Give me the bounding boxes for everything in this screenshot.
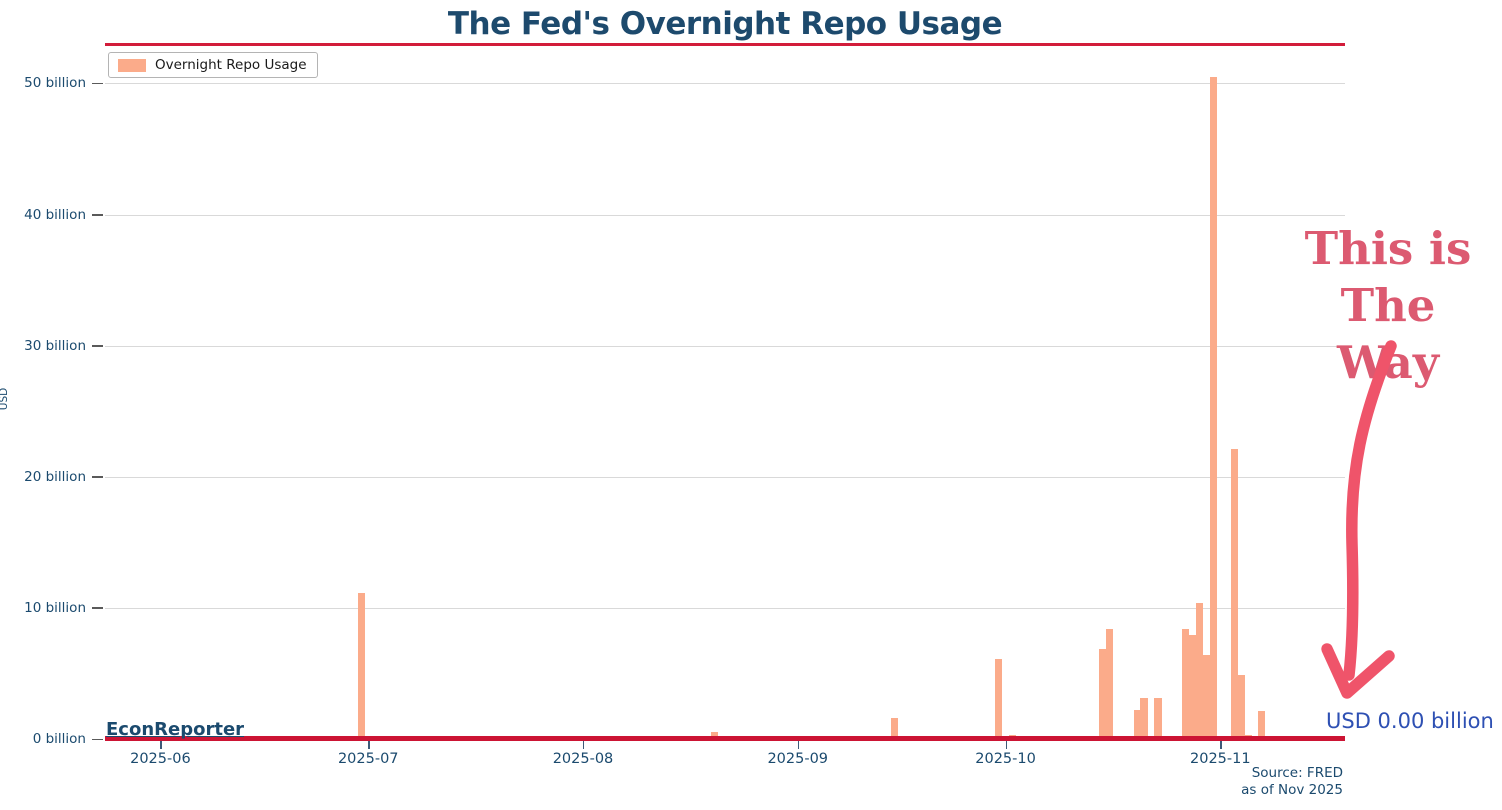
x-tick-mark xyxy=(1005,741,1008,749)
bar xyxy=(1182,628,1190,739)
hand-drawn-arrow-icon xyxy=(1321,340,1397,699)
bar xyxy=(1154,698,1162,739)
y-tick-mark xyxy=(92,738,103,740)
bar xyxy=(995,659,1003,739)
y-axis-title: USD xyxy=(0,387,10,411)
bar xyxy=(1195,602,1204,739)
y-tick-mark xyxy=(92,476,103,478)
x-tick-label: 2025-06 xyxy=(130,751,191,767)
y-tick-mark xyxy=(92,607,103,609)
y-tick-label: 30 billion xyxy=(24,337,86,354)
gridline xyxy=(105,83,1345,85)
plot-area xyxy=(105,48,1345,739)
y-tick-label: 0 billion xyxy=(32,731,86,747)
source-line-2: as of Nov 2025 xyxy=(1241,782,1343,798)
bar xyxy=(1098,648,1107,739)
chart-title: The Fed's Overnight Repo Usage xyxy=(447,6,1003,42)
x-tick-mark xyxy=(1220,741,1222,749)
bar xyxy=(1258,711,1266,739)
latest-value-annotation: USD 0.00 billion xyxy=(1326,709,1494,733)
bar xyxy=(1133,710,1141,739)
y-tick-label: 10 billion xyxy=(24,599,86,616)
bar xyxy=(891,718,899,739)
legend: Overnight Repo Usage xyxy=(108,52,318,78)
x-tick-label: 2025-09 xyxy=(767,751,829,767)
bar xyxy=(1140,698,1148,739)
x-tick-mark xyxy=(582,741,585,749)
y-tick-label: 40 billion xyxy=(24,206,86,223)
gridline xyxy=(105,476,1345,478)
y-tick-label: 20 billion xyxy=(24,468,86,485)
bar xyxy=(1188,635,1197,739)
zero-axis-line xyxy=(105,736,1345,741)
y-tick-mark xyxy=(92,214,103,216)
gridline xyxy=(105,345,1345,347)
x-tick-label: 2025-07 xyxy=(337,751,399,767)
callout-line-1: This is xyxy=(1304,222,1472,275)
bar xyxy=(1230,449,1238,739)
bar xyxy=(1105,628,1114,739)
x-tick-mark xyxy=(797,741,800,749)
x-tick-mark xyxy=(160,741,162,749)
x-tick-label: 2025-10 xyxy=(975,751,1036,767)
x-tick-mark xyxy=(368,741,370,749)
y-tick-mark xyxy=(92,82,103,85)
bar xyxy=(710,732,719,739)
bar xyxy=(357,593,365,739)
watermark: EconReporter xyxy=(106,719,245,740)
bar xyxy=(1209,76,1217,739)
legend-label: Overnight Repo Usage xyxy=(155,57,307,73)
y-tick-mark xyxy=(92,345,103,347)
bar xyxy=(1202,655,1211,739)
gridline xyxy=(105,214,1345,216)
y-tick-label: 50 billion xyxy=(24,75,86,92)
legend-swatch-icon xyxy=(118,58,146,72)
bar xyxy=(1237,674,1245,739)
source-attribution: Source: FRED as of Nov 2025 xyxy=(1241,765,1343,799)
source-line-1: Source: FRED xyxy=(1251,765,1343,781)
x-tick-label: 2025-08 xyxy=(552,751,614,767)
title-rule xyxy=(105,43,1345,46)
x-tick-label: 2025-11 xyxy=(1190,751,1251,767)
gridline xyxy=(105,607,1345,609)
